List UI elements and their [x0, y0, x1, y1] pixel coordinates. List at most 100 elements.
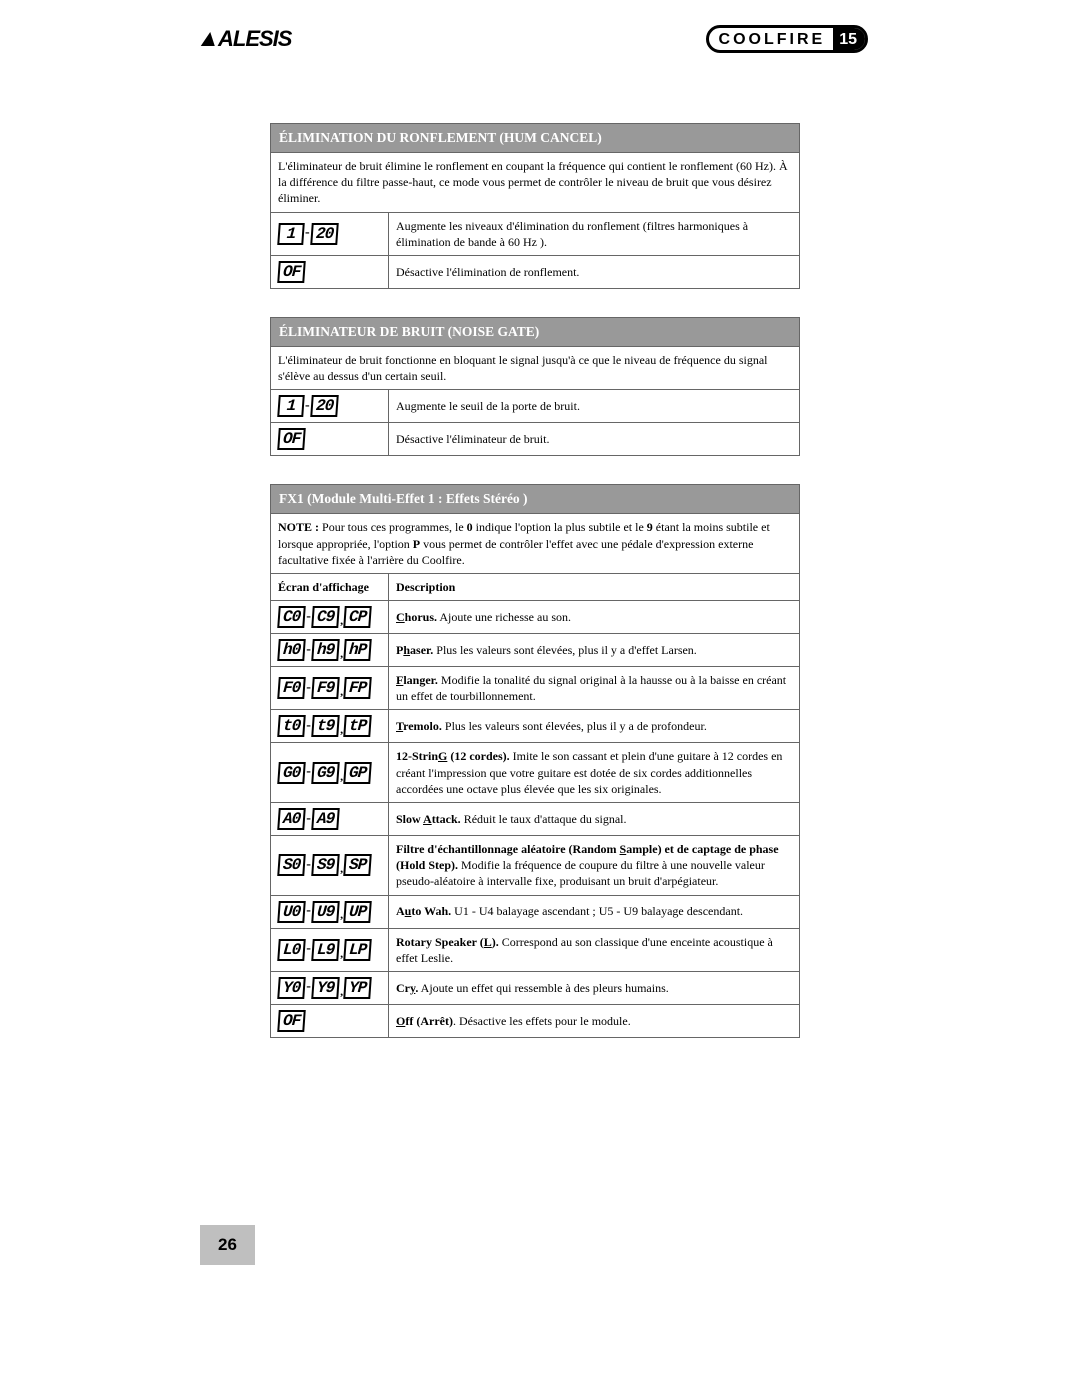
table-row: OF Off (Arrêt). Désactive les effets pour… [271, 1004, 800, 1037]
display-value: F0-F9,FP [271, 667, 389, 710]
display-segment: A9 [311, 808, 340, 830]
display-segment: Y9 [311, 977, 340, 999]
display-segment: 20 [310, 223, 339, 245]
display-value: OF [271, 255, 389, 288]
display-segment: YP [343, 977, 372, 999]
display-segment: hP [343, 639, 372, 661]
display-segment: G9 [311, 762, 340, 784]
display-value: OF [271, 1004, 389, 1037]
table-row: 1-20Augmente les niveaux d'élimination d… [271, 212, 800, 255]
table-row: OF Désactive l'éliminateur de bruit. [271, 423, 800, 456]
description-cell: Désactive l'éliminateur de bruit. [389, 423, 800, 456]
section-table: FX1 (Module Multi-Effet 1 : Effets Stéré… [270, 484, 800, 1038]
display-value: 1-20 [271, 212, 389, 255]
display-value: U0-U9,UP [271, 895, 389, 928]
product-badge: COOLFIRE 15 [706, 25, 868, 53]
section-title: FX1 (Module Multi-Effet 1 : Effets Stéré… [271, 485, 800, 514]
display-value: h0-h9,hP [271, 634, 389, 667]
display-segment: L0 [277, 939, 306, 961]
table-row: Y0-Y9,YPCry. Ajoute un effet qui ressemb… [271, 971, 800, 1004]
display-segment: CP [343, 606, 372, 628]
table-row: OF Désactive l'élimination de ronflement. [271, 255, 800, 288]
section-title: ÉLIMINATION DU RONFLEMENT (HUM CANCEL) [271, 124, 800, 153]
section-intro: NOTE : Pour tous ces programmes, le 0 in… [271, 514, 800, 574]
display-value: A0-A9 [271, 803, 389, 836]
column-header-description: Description [389, 573, 800, 600]
display-segment: OF [277, 428, 306, 450]
display-value: t0-t9,tP [271, 710, 389, 743]
display-segment: C0 [277, 606, 306, 628]
display-segment: GP [343, 762, 372, 784]
section-title: ÉLIMINATEUR DE BRUIT (NOISE GATE) [271, 317, 800, 346]
display-segment: U0 [277, 901, 306, 923]
product-name: COOLFIRE [709, 28, 834, 50]
display-value: OF [271, 423, 389, 456]
display-segment: OF [277, 261, 306, 283]
section-intro: L'éliminateur de bruit fonctionne en blo… [271, 346, 800, 389]
section-intro: L'éliminateur de bruit élimine le ronfle… [271, 153, 800, 213]
description-cell: Désactive l'élimination de ronflement. [389, 255, 800, 288]
display-value: G0-G9,GP [271, 743, 389, 803]
description-cell: Rotary Speaker (L). Correspond au son cl… [389, 928, 800, 971]
display-segment: h0 [277, 639, 306, 661]
brand-logo: ALESIS [202, 26, 291, 52]
page-header: ALESIS COOLFIRE 15 [200, 25, 870, 53]
display-segment: A0 [277, 808, 306, 830]
display-value: Y0-Y9,YP [271, 971, 389, 1004]
display-segment: 1 [277, 223, 305, 245]
display-segment: h9 [311, 639, 340, 661]
table-row: G0-G9,GP12-StrinG (12 cordes). Imite le … [271, 743, 800, 803]
display-segment: F0 [277, 677, 306, 699]
description-cell: Off (Arrêt). Désactive les effets pour l… [389, 1004, 800, 1037]
display-segment: t9 [311, 715, 340, 737]
table-row: h0-h9,hPPhaser. Plus les valeurs sont él… [271, 634, 800, 667]
display-segment: L9 [311, 939, 340, 961]
section-table: ÉLIMINATEUR DE BRUIT (NOISE GATE)L'élimi… [270, 317, 800, 456]
brand-text: ALESIS [218, 26, 291, 52]
display-value: L0-L9,LP [271, 928, 389, 971]
display-value: C0-C9,CP [271, 601, 389, 634]
description-cell: Tremolo. Plus les valeurs sont élevées, … [389, 710, 800, 743]
table-row: A0-A9Slow Attack. Réduit le taux d'attaq… [271, 803, 800, 836]
display-segment: U9 [311, 901, 340, 923]
description-cell: Filtre d'échantillonnage aléatoire (Rand… [389, 836, 800, 896]
display-segment: S0 [277, 854, 306, 876]
display-value: 1-20 [271, 390, 389, 423]
description-cell: Cry. Ajoute un effet qui ressemble à des… [389, 971, 800, 1004]
display-segment: Y0 [277, 977, 306, 999]
display-segment: FP [343, 677, 372, 699]
description-cell: Augmente le seuil de la porte de bruit. [389, 390, 800, 423]
description-cell: Auto Wah. U1 - U4 balayage ascendant ; U… [389, 895, 800, 928]
product-number: 15 [833, 28, 865, 50]
description-cell: Flanger. Modifie la tonalité du signal o… [389, 667, 800, 710]
table-row: L0-L9,LPRotary Speaker (L). Correspond a… [271, 928, 800, 971]
display-segment: t0 [277, 715, 306, 737]
description-cell: Slow Attack. Réduit le taux d'attaque du… [389, 803, 800, 836]
table-row: U0-U9,UPAuto Wah. U1 - U4 balayage ascen… [271, 895, 800, 928]
logo-triangle-icon [201, 32, 217, 46]
column-header-display: Écran d'affichage [271, 573, 389, 600]
display-segment: UP [343, 901, 372, 923]
display-segment: SP [343, 854, 372, 876]
display-segment: OF [277, 1010, 306, 1032]
description-cell: Augmente les niveaux d'élimination du ro… [389, 212, 800, 255]
display-value: S0-S9,SP [271, 836, 389, 896]
table-row: C0-C9,CPChorus. Ajoute une richesse au s… [271, 601, 800, 634]
manual-page: ALESIS COOLFIRE 15 ÉLIMINATION DU RONFLE… [200, 25, 870, 1066]
table-row: t0-t9,tPTremolo. Plus les valeurs sont é… [271, 710, 800, 743]
display-segment: F9 [311, 677, 340, 699]
display-segment: C9 [311, 606, 340, 628]
display-segment: LP [343, 939, 372, 961]
display-segment: 20 [310, 395, 339, 417]
description-cell: 12-StrinG (12 cordes). Imite le son cass… [389, 743, 800, 803]
page-number: 26 [200, 1225, 255, 1265]
section-table: ÉLIMINATION DU RONFLEMENT (HUM CANCEL)L'… [270, 123, 800, 289]
description-cell: Phaser. Plus les valeurs sont élevées, p… [389, 634, 800, 667]
content-area: ÉLIMINATION DU RONFLEMENT (HUM CANCEL)L'… [200, 123, 800, 1038]
display-segment: S9 [311, 854, 340, 876]
table-row: 1-20Augmente le seuil de la porte de bru… [271, 390, 800, 423]
display-segment: G0 [277, 762, 306, 784]
table-row: F0-F9,FPFlanger. Modifie la tonalité du … [271, 667, 800, 710]
table-row: S0-S9,SPFiltre d'échantillonnage aléatoi… [271, 836, 800, 896]
description-cell: Chorus. Ajoute une richesse au son. [389, 601, 800, 634]
